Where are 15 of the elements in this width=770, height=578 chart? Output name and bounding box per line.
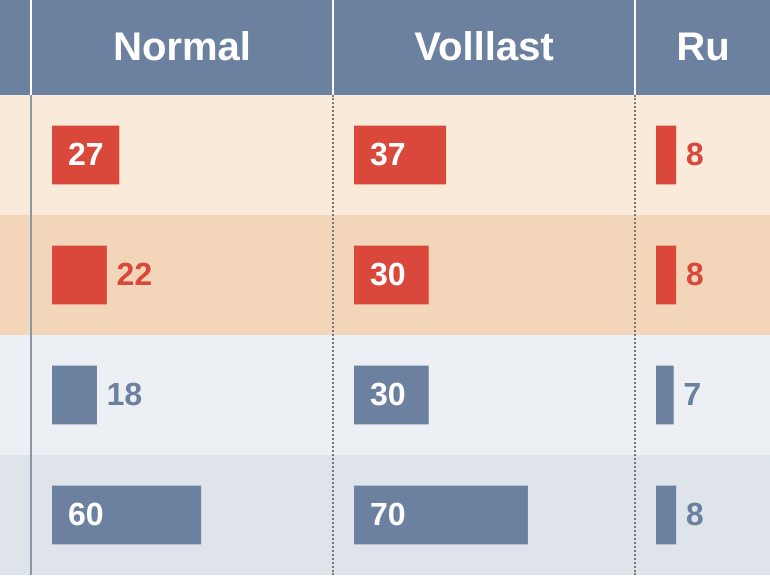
data-label: 8 — [686, 136, 704, 172]
data-label: 27 — [68, 136, 104, 172]
data-label: 7 — [683, 376, 702, 412]
data-label: 70 — [370, 496, 406, 532]
chart-title: Normal — [112, 24, 252, 71]
data-label: 22 — [116, 256, 152, 292]
data-label: 30 — [370, 376, 406, 412]
data-label: 18 — [106, 376, 142, 412]
data-label: 8 — [686, 496, 704, 532]
data-label: 37 — [370, 136, 406, 172]
data-label: 8 — [686, 256, 704, 292]
chart-title: Ru — [675, 24, 731, 71]
data-label: 30 — [370, 256, 406, 292]
chart-title: Volllast — [413, 24, 555, 71]
data-label: 60 — [68, 496, 104, 532]
